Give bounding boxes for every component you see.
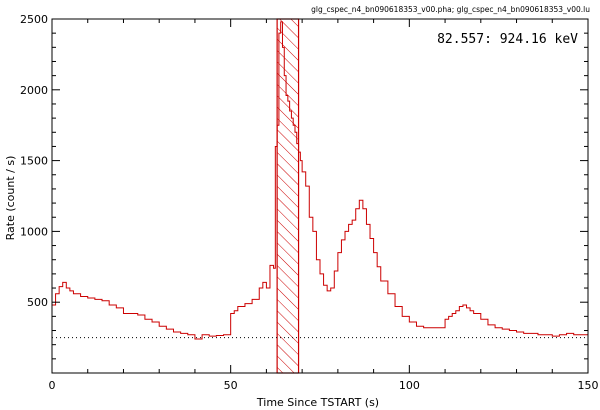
- annotation-label: 82.557: 924.16 keV: [437, 32, 578, 47]
- y-tick-label: 2500: [20, 13, 48, 26]
- y-tick-label: 1500: [20, 155, 48, 168]
- plot-frame: [51, 18, 589, 374]
- x-tick-label: 50: [224, 379, 238, 392]
- lightcurve-series-0: [52, 21, 588, 340]
- y-tick-label: 1000: [20, 225, 48, 238]
- x-tick-label: 100: [399, 379, 420, 392]
- x-tick-label: 150: [578, 379, 599, 392]
- x-axis-title: Time Since TSTART (s): [256, 396, 379, 409]
- x-tick-label: 0: [49, 379, 56, 392]
- y-tick-label: 2000: [20, 84, 48, 97]
- y-tick-label: 500: [27, 296, 48, 309]
- y-axis-title: Rate (count / s): [4, 156, 17, 241]
- chart-title: glg_cspec_n4_bn090618353_v00.pha; glg_cs…: [311, 5, 590, 14]
- selected-interval: [276, 18, 300, 374]
